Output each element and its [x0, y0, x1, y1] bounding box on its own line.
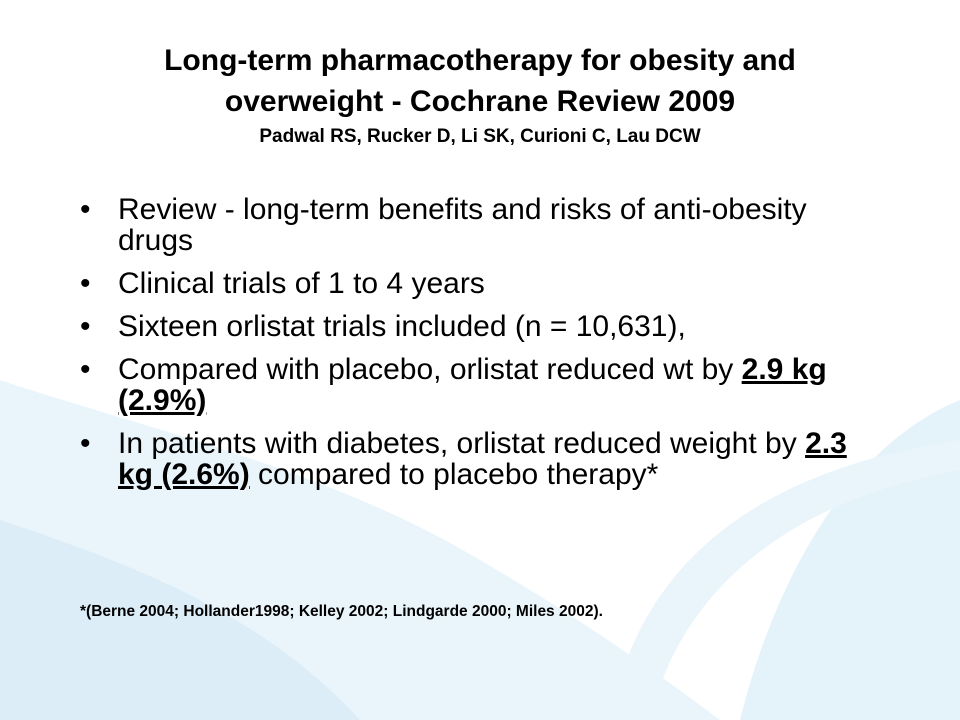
bullet-text: Sixteen orlistat trials included (n = 10…: [118, 310, 686, 343]
bullet-text: In patients with diabetes, orlistat redu…: [118, 427, 806, 460]
bullet-item: Clinical trials of 1 to 4 years: [78, 268, 878, 299]
bullet-text: Clinical trials of 1 to 4 years: [118, 267, 485, 300]
slide-title: Long-term pharmacotherapy for obesity an…: [40, 40, 920, 150]
bullet-item: Review - long-term benefits and risks of…: [78, 194, 878, 256]
bullet-item: Sixteen orlistat trials included (n = 10…: [78, 311, 878, 342]
bullet-item: In patients with diabetes, orlistat redu…: [78, 428, 878, 490]
title-line-1: Long-term pharmacotherapy for obesity an…: [164, 44, 796, 77]
lower-left-wave-shape: [0, 520, 360, 720]
bullet-text-after: compared to placebo therapy*: [249, 458, 659, 491]
title-line-2: overweight - Cochrane Review 2009: [224, 85, 736, 118]
bullet-text: Review - long-term benefits and risks of…: [118, 193, 807, 257]
bullet-item: Compared with placebo, orlistat reduced …: [78, 354, 878, 416]
bullet-text: Compared with placebo, orlistat reduced …: [118, 353, 742, 386]
bullet-list: Review - long-term benefits and risks of…: [78, 194, 878, 502]
highlight-value: 2.9 kg (2.9%): [118, 353, 827, 417]
authors-line: Padwal RS, Rucker D, Li SK, Curioni C, L…: [259, 126, 701, 147]
right-outer-arc-shape: [610, 440, 960, 720]
highlight-value: 2.3 kg (2.6%): [118, 427, 847, 491]
footnote-references: *(Berne 2004; Hollander1998; Kelley 2002…: [80, 603, 603, 620]
